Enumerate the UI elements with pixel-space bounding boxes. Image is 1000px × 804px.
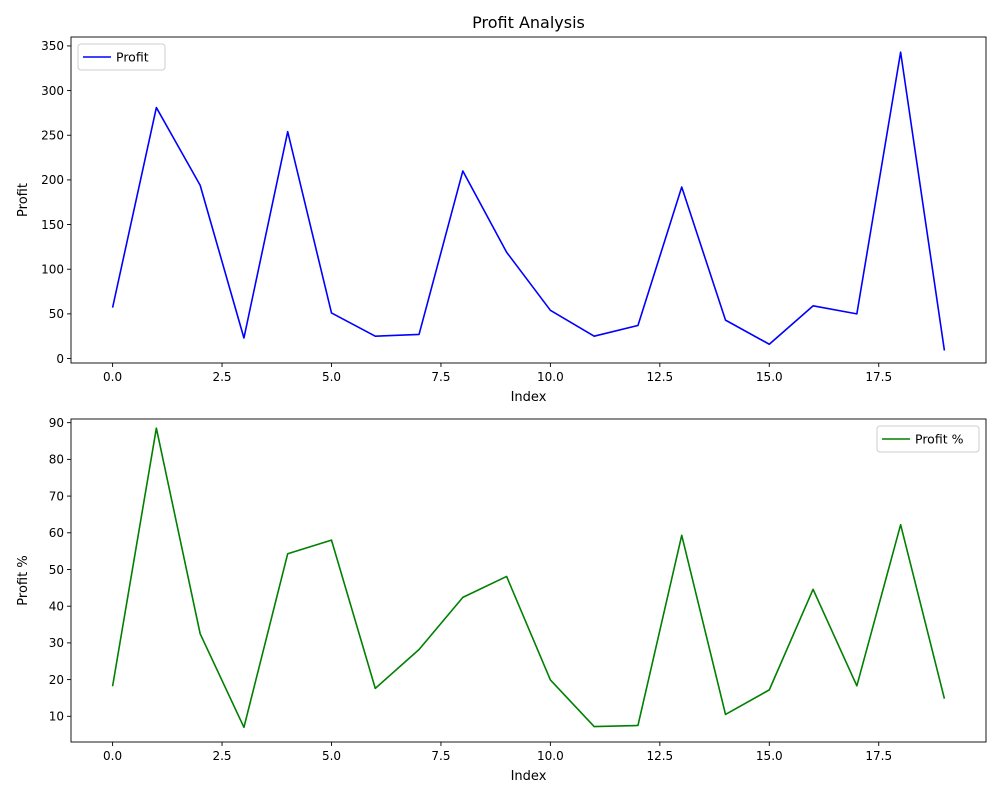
chart-1-xtick-label: 15.0 — [756, 370, 783, 384]
chart-2-plot-frame — [70, 418, 987, 743]
chart-2-ytick-label: 70 — [49, 489, 64, 503]
chart-2-ytick-label: 90 — [49, 416, 64, 430]
chart-1-title: Profit Analysis — [472, 13, 585, 32]
chart-2-ytick-label: 20 — [49, 673, 64, 687]
chart-2-ylabel: Profit % — [16, 555, 31, 605]
chart-1-legend-label: Profit — [116, 50, 149, 65]
chart-1-xtick-label: 5.0 — [322, 370, 341, 384]
chart-2-xlabel: Index — [511, 769, 547, 784]
chart-1-xtick-label: 12.5 — [646, 370, 673, 384]
chart-1-xtick-label: 0.0 — [103, 370, 122, 384]
chart-1-xtick-label: 2.5 — [212, 370, 231, 384]
chart-1-ytick-label: 300 — [41, 84, 64, 98]
chart-1-ytick-label: 250 — [41, 129, 64, 143]
chart-1-ylabel: Profit — [16, 183, 31, 217]
chart-2-xtick-label: 2.5 — [212, 749, 231, 763]
chart-2-xtick-label: 15.0 — [756, 749, 783, 763]
chart-2-ytick-label: 10 — [49, 710, 64, 724]
chart-2-xtick-label: 10.0 — [537, 749, 564, 763]
chart-2-ytick-label: 30 — [49, 636, 64, 650]
chart-2-legend-box — [876, 425, 980, 453]
chart-2-ytick-label: 80 — [49, 453, 64, 467]
chart-1-ytick-label: 50 — [49, 307, 64, 321]
chart-1-ytick-label: 350 — [41, 39, 64, 53]
chart-1-legend-box — [77, 43, 166, 71]
chart-1-ytick-label: 100 — [41, 263, 64, 277]
chart-1-xlabel: Index — [511, 390, 547, 405]
chart-1-xtick-label: 7.5 — [431, 370, 450, 384]
chart-2-series-line-1 — [111, 427, 946, 729]
chart-1-xtick-label: 10.0 — [537, 370, 564, 384]
chart-2-ytick-label: 60 — [49, 526, 64, 540]
chart-2-xtick-label: 5.0 — [322, 749, 341, 763]
chart-1-ytick-label: 150 — [41, 218, 64, 232]
chart-1-plot-frame — [70, 36, 987, 364]
chart-2-xtick-label: 0.0 — [103, 749, 122, 763]
chart-2-xtick-label: 7.5 — [431, 749, 450, 763]
chart-2-xtick-label: 17.5 — [865, 749, 892, 763]
chart-1-series-line-1 — [111, 51, 946, 351]
chart-2-xtick-label: 12.5 — [646, 749, 673, 763]
chart-2-legend-label: Profit % — [915, 432, 964, 447]
chart-1-ytick-label: 0 — [56, 352, 64, 366]
chart-1-xtick-label: 17.5 — [865, 370, 892, 384]
chart-2-ytick-label: 50 — [49, 563, 64, 577]
chart-2-ytick-label: 40 — [49, 599, 64, 613]
chart-1-ytick-label: 200 — [41, 173, 64, 187]
